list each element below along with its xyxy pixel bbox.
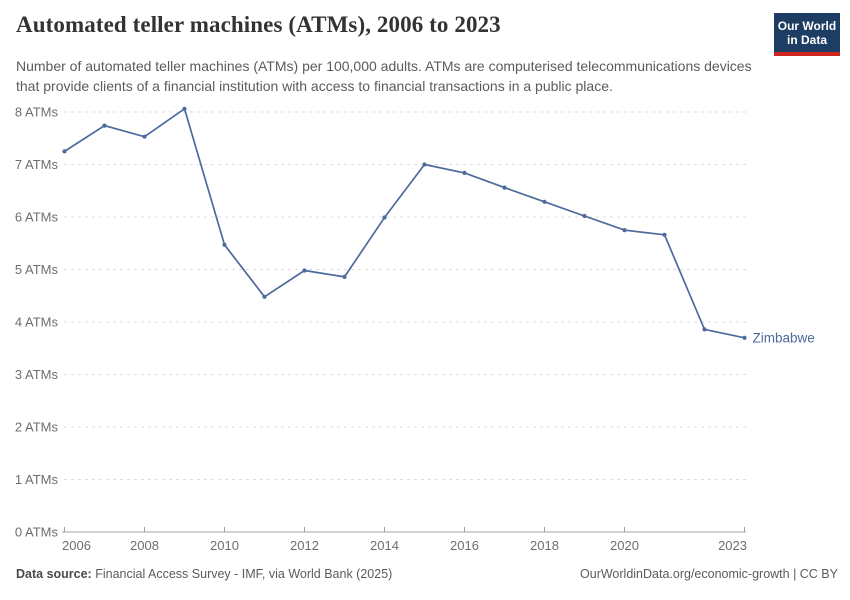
y-axis-label: 5 ATMs — [15, 262, 59, 277]
data-point-2015[interactable] — [422, 162, 427, 167]
x-axis-label: 2008 — [130, 538, 159, 553]
data-point-2018[interactable] — [542, 199, 547, 204]
owid-logo[interactable]: Our World in Data — [774, 13, 840, 56]
x-axis-label: 2023 — [718, 538, 747, 553]
x-axis-label: 2016 — [450, 538, 479, 553]
data-point-2019[interactable] — [582, 213, 587, 219]
data-point-2007[interactable] — [102, 123, 107, 128]
y-axis-label: 0 ATMs — [15, 525, 59, 540]
x-axis-label: 2018 — [530, 538, 559, 553]
data-point-2021[interactable] — [662, 232, 667, 237]
y-axis-label: 2 ATMs — [15, 420, 59, 435]
data-point-2017[interactable] — [502, 185, 507, 190]
data-source-label: Data source: — [16, 567, 92, 581]
x-axis-label: 2014 — [370, 538, 399, 553]
y-axis-label: 8 ATMs — [15, 105, 59, 120]
data-point-2009[interactable] — [182, 106, 187, 111]
chart-footer: Data source: Financial Access Survey - I… — [16, 567, 838, 581]
y-axis-label: 3 ATMs — [15, 367, 59, 382]
series-end-label-zimbabwe[interactable]: Zimbabwe — [753, 330, 815, 345]
data-point-2013[interactable] — [342, 274, 347, 279]
chart-subtitle: Number of automated teller machines (ATM… — [16, 58, 752, 94]
data-source-text: Financial Access Survey - IMF, via World… — [91, 567, 393, 581]
y-axis-label: 7 ATMs — [15, 157, 59, 172]
series-line-zimbabwe[interactable] — [63, 107, 746, 339]
x-axis-label: 2020 — [610, 538, 639, 553]
x-axis-label: 2012 — [290, 538, 319, 553]
data-point-2008[interactable] — [142, 134, 147, 139]
credit-link[interactable]: OurWorldinData.org/economic-growth | CC … — [580, 567, 838, 581]
data-point-2014[interactable] — [382, 215, 387, 220]
data-point-2016[interactable] — [462, 170, 467, 175]
x-axis-label: 2006 — [62, 538, 91, 553]
data-point-2022[interactable] — [702, 327, 707, 332]
data-point-2010[interactable] — [222, 242, 227, 247]
data-point-2023[interactable] — [742, 335, 747, 340]
owid-logo-line2: in Data — [786, 33, 827, 47]
y-axis-label: 6 ATMs — [15, 210, 59, 225]
y-axis-label: 1 ATMs — [15, 472, 59, 487]
data-point-2012[interactable] — [302, 268, 307, 273]
chart-title: Automated teller machines (ATMs), 2006 t… — [16, 12, 501, 37]
owid-logo-line1: Our World — [777, 19, 837, 33]
y-axis-label: 4 ATMs — [15, 315, 59, 330]
data-point-2006[interactable] — [62, 149, 67, 154]
data-point-2011[interactable] — [262, 294, 267, 299]
x-axis-label: 2010 — [210, 538, 239, 553]
data-source: Data source: Financial Access Survey - I… — [16, 567, 392, 581]
data-point-2020[interactable] — [622, 228, 627, 233]
